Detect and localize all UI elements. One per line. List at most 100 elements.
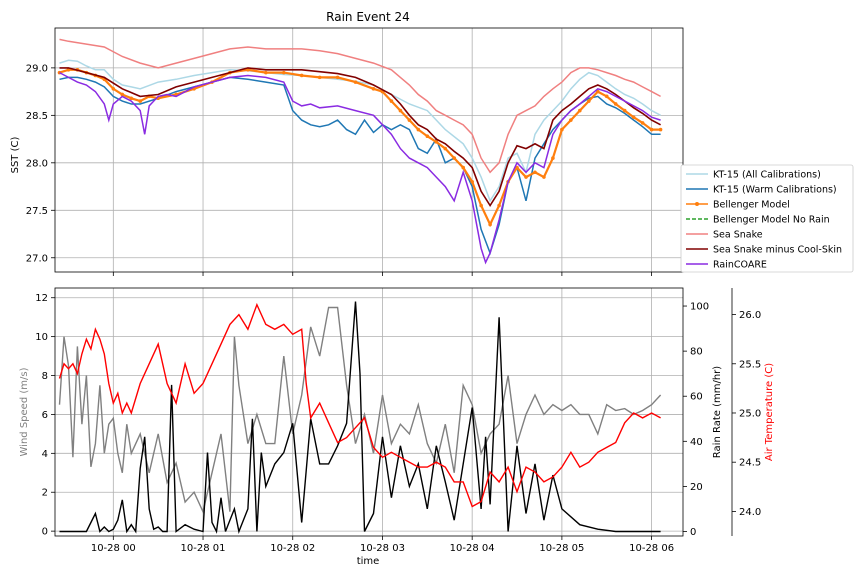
wind-y-tick-label: 4 [42,449,48,460]
sst-y-tick-label: 28.5 [26,111,48,122]
bellenger-marker [353,80,358,84]
x-tick-label: 10-28 06 [629,543,674,554]
bellenger-marker [443,146,448,151]
bellenger-marker [138,99,143,103]
bellenger-marker [604,94,609,99]
bellenger-marker [120,92,125,97]
bellenger-marker [129,96,134,101]
air-temp-y-tick-label: 24.5 [739,458,761,469]
bellenger-marker [398,108,403,113]
bellenger-marker [542,175,546,179]
sst-plot-frame [54,27,684,273]
bellenger-marker [111,86,116,91]
sst-x-ticks [112,272,652,276]
series-line-air-temperature [58,302,661,508]
wind-y-tick-label: 6 [42,410,48,421]
bellenger-marker [578,108,582,113]
bellenger-marker [434,140,439,144]
series-line-sea-snake [59,38,661,174]
bellenger-marker [335,75,340,80]
rain-y-tick-label: 80 [690,347,703,358]
bellenger-marker [425,134,430,139]
bellenger-marker [416,127,421,132]
bellenger-marker [631,115,636,120]
bellenger-marker [524,175,528,179]
wind-y-tick-label: 2 [42,488,48,499]
chart-title: Rain Event 24 [326,10,410,24]
bellenger-marker [371,86,376,91]
legend-label: RainCOARE [713,260,767,271]
legend-label: Bellenger Model [713,200,790,211]
x-tick-label: 10-28 03 [360,543,405,554]
bellenger-marker [299,73,304,78]
wind-axis: 0 2 4 6 8 10 12 [35,293,55,538]
air-temp-y-tick-label: 26.0 [739,310,761,321]
legend-frame [680,164,854,273]
x-tick-label: 10-28 05 [539,543,584,554]
series-line-sea-snake-minus-cool-skin [59,67,661,207]
bellenger-marker [461,165,466,170]
series-line-bellenger-model [59,68,661,228]
sst-gridlines [55,28,683,272]
series-line-raincoare [59,71,661,265]
bellenger-marker [317,75,322,80]
sst-y-tick-label: 29.0 [26,63,48,74]
bellenger-marker [264,70,268,75]
met-x-ticks: 10-28 00 10-28 01 10-28 02 10-28 03 10-28 04… [91,536,674,554]
bellenger-marker [488,222,492,227]
rain-y-tick-label: 100 [690,302,709,313]
air-temp-axis-label: Air Temperature (C) [764,363,775,461]
bellenger-marker [407,118,412,122]
series-line-rain-rate [59,301,661,534]
air-temp-y-tick-label: 25.5 [739,359,761,370]
wind-axis-label: Wind Speed (m/s) [19,367,30,456]
sst-y-axis-label: SST (C) [10,137,21,174]
legend-label: Bellenger Model No Rain [713,215,830,226]
air-temp-y-tick-label: 25.0 [739,408,761,419]
bellenger-marker [595,89,600,94]
legend-label: Sea Snake [713,230,763,241]
sst-y-tick-label: 28.0 [26,158,48,169]
x-tick-label: 10-28 02 [270,543,315,554]
bellenger-marker [649,127,654,132]
series-line-kt-15-all-calibrations- [59,59,661,203]
bellenger-marker [533,170,537,175]
rain-y-tick-label: 20 [690,482,703,493]
met-series [58,301,662,534]
wind-y-tick-label: 0 [42,527,48,538]
legend-label: Sea Snake minus Cool-Skin [713,245,842,256]
bellenger-marker [515,165,519,170]
wind-y-tick-label: 12 [35,293,48,304]
legend-label: KT-15 (All Calibrations) [713,170,821,181]
x-tick-label: 10-28 04 [450,543,495,554]
wind-y-tick-label: 10 [35,332,48,343]
air-temp-axis: 24.0 24.5 25.0 25.5 26.0 [732,310,761,518]
bellenger-marker [497,203,501,208]
bellenger-marker [479,203,483,208]
x-axis-label: time [357,556,380,567]
air-temp-y-tick-label: 24.0 [739,507,761,518]
met-plot-frame [54,287,684,537]
legend-marker [695,202,699,206]
rain-y-tick-label: 60 [690,392,703,403]
sst-y-tick-label: 27.5 [26,206,48,217]
x-tick-label: 10-28 00 [91,543,136,554]
bellenger-marker [640,121,645,125]
bellenger-marker [281,70,286,75]
bellenger-marker [560,127,564,132]
legend-label: KT-15 (Warm Calibrations) [713,185,837,196]
met-gridlines [55,288,683,536]
rain-y-tick-label: 0 [690,527,696,538]
bellenger-marker [470,180,474,184]
bellenger-marker [658,127,663,132]
bellenger-marker [389,99,394,103]
bellenger-marker [452,156,457,160]
legend: KT-15 (All Calibrations) KT-15 (Warm Cali… [680,164,854,273]
rain-axis-label: Rain Rate (mm/hr) [712,366,723,458]
bellenger-marker [551,156,555,160]
rain-y-tick-label: 40 [690,437,703,448]
bellenger-marker [569,118,573,122]
rain-axis: 0 20 40 60 80 100 [683,302,709,538]
wind-y-tick-label: 8 [42,371,48,382]
x-tick-label: 10-28 01 [181,543,226,554]
